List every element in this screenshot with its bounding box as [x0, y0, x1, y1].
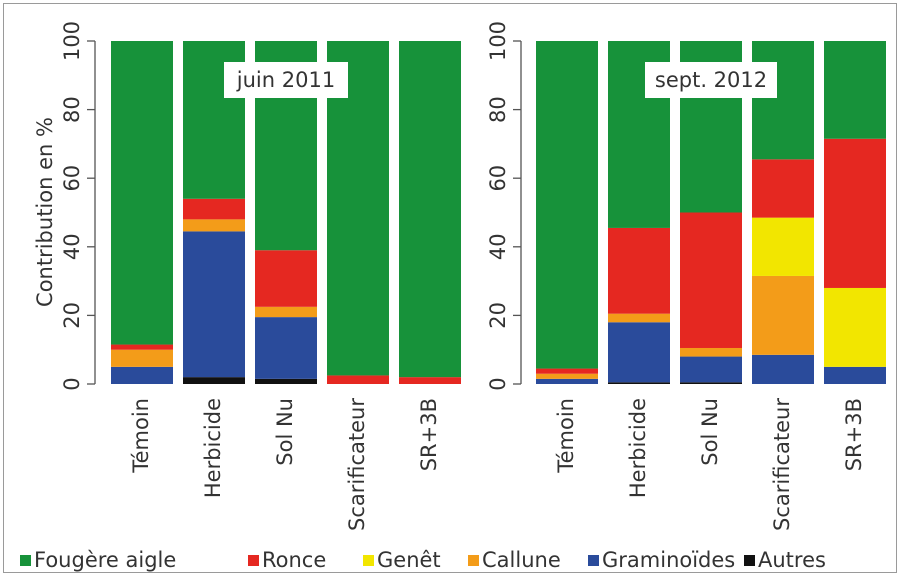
legend-item-fougere-aigle: Fougère aigle	[20, 548, 176, 572]
category-label-sr-3b: SR+3B	[417, 398, 441, 471]
legend-item-genet: Genêt	[363, 548, 441, 572]
y-tick-label: 80	[60, 96, 84, 123]
category-label-temoin: Témoin	[129, 398, 153, 474]
bar-segment-callune-herbicide	[608, 313, 670, 323]
panel-june-2011: 0 20 40 60 80 100 Témoin Herbicide Sol Nu Scarifi…	[60, 21, 461, 531]
legend-label: Graminoïdes	[602, 548, 735, 572]
bar-segment-graminoides-scarificateur	[752, 354, 814, 384]
y-axis-title: Contribution en %	[33, 117, 57, 307]
bar-segment-ronce-sol-nu	[255, 250, 317, 307]
bar-segment-callune-herbicide	[183, 219, 245, 232]
bar-segment-autres-sol-nu	[255, 378, 317, 384]
bar-segment-ronce-temoin	[111, 344, 173, 350]
figure-frame	[3, 3, 897, 573]
bar-segment-ronce-herbicide	[183, 198, 245, 220]
legend-swatch	[363, 555, 374, 566]
bar-segment-ronce-herbicide	[608, 227, 670, 314]
legend-label: Ronce	[262, 548, 326, 572]
y-tick-label: 40	[486, 233, 510, 260]
category-label-scarificateur: Scarificateur	[770, 398, 794, 531]
legend-swatch	[588, 555, 599, 566]
legend-item-autres: Autres	[744, 548, 826, 572]
bar-segment-callune-temoin	[536, 373, 598, 379]
legend-label: Callune	[482, 548, 561, 572]
legend-swatch	[248, 555, 259, 566]
category-label-sol-nu: Sol Nu	[273, 398, 297, 466]
y-tick-label: 60	[60, 165, 84, 192]
legend-item-callune: Callune	[468, 548, 561, 572]
bar-segment-fougere-aigle-temoin	[536, 41, 598, 369]
bar-segment-graminoides-herbicide	[183, 231, 245, 378]
category-label-sol-nu: Sol Nu	[698, 398, 722, 466]
panel-sept-2012: 0 20 40 60 80 100 Témoin Herbicide Sol Nu Scarifi…	[486, 21, 886, 531]
bar-segment-fougere-aigle-sr-3b	[824, 41, 886, 139]
category-label-herbicide: Herbicide	[626, 398, 650, 498]
legend-label: Genêt	[377, 548, 441, 572]
panel-title: juin 2011	[236, 68, 335, 92]
legend-item-ronce: Ronce	[248, 548, 326, 572]
bar-segment-genet-sr-3b	[824, 287, 886, 367]
y-tick-label: 100	[60, 21, 84, 61]
bar-segment-fougere-aigle-scarificateur	[752, 41, 814, 160]
category-label-temoin: Témoin	[554, 398, 578, 474]
bar-segment-autres-herbicide	[608, 382, 670, 384]
y-tick-label: 20	[486, 302, 510, 329]
y-tick-label: 100	[486, 21, 510, 61]
y-tick-label: 20	[60, 302, 84, 329]
legend-label: Autres	[758, 548, 826, 572]
y-tick-label: 60	[486, 165, 510, 192]
legend-label: Fougère aigle	[34, 548, 176, 572]
bar-segment-ronce-sr-3b	[824, 138, 886, 288]
bar-segment-fougere-aigle-sr-3b	[399, 41, 461, 378]
bar-segment-ronce-sr-3b	[399, 377, 461, 384]
legend-item-graminoides: Graminoïdes	[588, 548, 735, 572]
legend-swatch	[744, 555, 755, 566]
bar-segment-graminoides-temoin	[536, 378, 598, 384]
y-axis-title-group: Contribution en %	[33, 117, 57, 307]
y-tick-label: 40	[60, 233, 84, 260]
y-tick-label: 80	[486, 96, 510, 123]
bar-segment-ronce-temoin	[536, 368, 598, 374]
bar-segment-genet-scarificateur	[752, 217, 814, 276]
bar-segment-autres-herbicide	[183, 377, 245, 384]
bar-segment-graminoides-sol-nu	[680, 356, 742, 383]
legend: Fougère aigle Ronce Genêt Callune Graminoïde…	[20, 548, 826, 572]
panel-title: sept. 2012	[655, 68, 767, 92]
legend-swatch	[468, 555, 479, 566]
panel-title-box	[224, 62, 348, 98]
bar-segment-graminoides-sr-3b	[824, 366, 886, 384]
bar-segment-callune-scarificateur	[752, 275, 814, 355]
category-label-sr-3b: SR+3B	[842, 398, 866, 471]
bar-segment-graminoides-sol-nu	[255, 317, 317, 379]
bar-segment-callune-temoin	[111, 349, 173, 367]
bar-segment-graminoides-temoin	[111, 366, 173, 384]
bar-segment-autres-sol-nu	[680, 382, 742, 384]
bar-segment-graminoides-herbicide	[608, 322, 670, 383]
category-label-scarificateur: Scarificateur	[345, 398, 369, 531]
bar-segment-ronce-sol-nu	[680, 212, 742, 348]
bar-segment-ronce-scarificateur	[327, 375, 389, 384]
bar-segment-callune-sol-nu	[680, 347, 742, 357]
bar-segment-callune-sol-nu	[255, 306, 317, 318]
category-label-herbicide: Herbicide	[201, 398, 225, 498]
bar-segment-fougere-aigle-temoin	[111, 41, 173, 345]
bar-segment-ronce-scarificateur	[752, 159, 814, 218]
y-tick-label: 0	[60, 377, 84, 390]
y-tick-label: 0	[486, 377, 510, 390]
panel-title-box	[645, 62, 777, 98]
legend-swatch	[20, 555, 31, 566]
